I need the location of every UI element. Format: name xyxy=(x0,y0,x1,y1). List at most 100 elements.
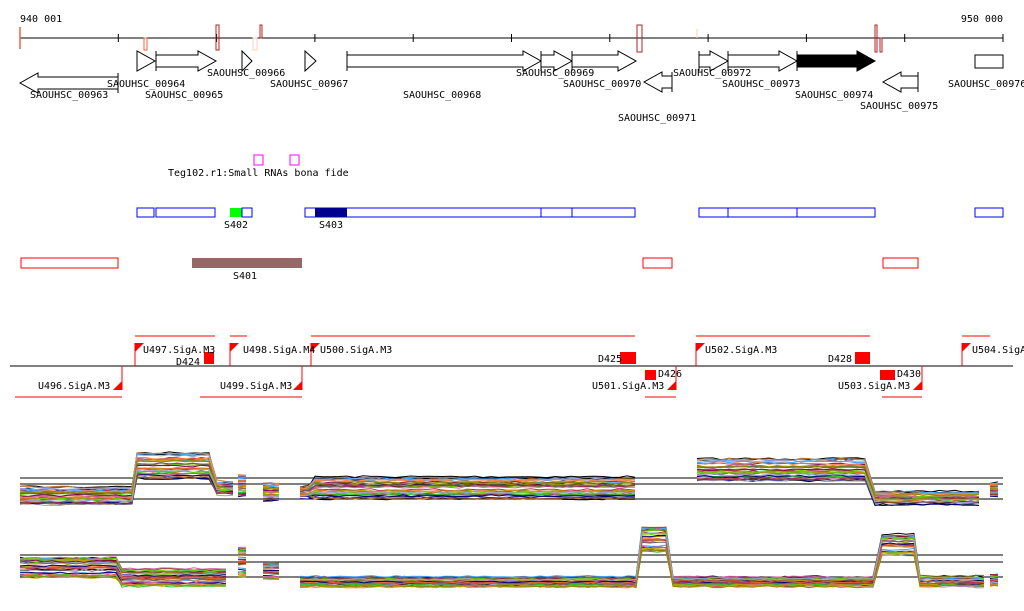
gene-label: SAOUHSC_00972 xyxy=(673,68,751,79)
gene-SAOUHSC_00972[interactable]: SAOUHSC_00972 xyxy=(673,50,751,79)
expression-line xyxy=(299,532,985,581)
gene-SAOUHSC_00971[interactable]: SAOUHSC_00971 xyxy=(618,71,696,124)
expression-line xyxy=(989,574,999,576)
s402-label: S402 xyxy=(224,220,248,231)
segment[interactable] xyxy=(304,207,636,218)
gene-label: SAOUHSC_00966 xyxy=(207,68,285,79)
expression-line xyxy=(19,557,227,572)
sigA-track: U497.SigA.M3 U498.SigA.M4 U500.SigA.M3 U… xyxy=(10,335,1024,398)
expression-line xyxy=(19,452,234,489)
gene-label: SAOUHSC_00965 xyxy=(145,90,223,101)
expression-line xyxy=(989,483,999,486)
expression-line xyxy=(299,538,985,585)
gene-label: SAOUHSC_00969 xyxy=(516,68,594,79)
expression-line xyxy=(299,494,636,500)
expression-line xyxy=(262,491,280,494)
expression-line xyxy=(19,459,234,494)
expression-line xyxy=(299,493,636,500)
flag-triangle xyxy=(311,343,320,352)
expression-line xyxy=(263,577,280,580)
d430-block[interactable] xyxy=(880,370,895,380)
expression-line xyxy=(19,561,227,575)
gene-label: SAOUHSC_00975 xyxy=(860,101,938,112)
segment-s403[interactable] xyxy=(315,208,347,217)
d426-block[interactable] xyxy=(645,370,656,380)
expression-line xyxy=(237,567,247,570)
expression-line xyxy=(237,492,247,495)
expression-line xyxy=(262,497,280,500)
segment[interactable] xyxy=(974,207,1004,218)
red-segment-track xyxy=(20,257,919,269)
expression-line xyxy=(19,569,227,581)
gene-SAOUHSC_00975[interactable]: SAOUHSC_00975 xyxy=(860,71,938,112)
ruler-end-label: 950 000 xyxy=(961,14,1003,25)
expression-line xyxy=(299,489,636,495)
expression-line xyxy=(989,577,999,579)
flag-triangle xyxy=(696,343,705,352)
expression-panel-1 xyxy=(19,451,1003,507)
expression-line xyxy=(20,470,234,502)
ruler: 940 001 950 000 xyxy=(19,14,1004,53)
expression-line xyxy=(237,556,247,558)
sigA-label: U496.SigA.M3 xyxy=(38,381,110,392)
expression-line xyxy=(237,574,247,577)
expression-panel-2 xyxy=(19,526,1003,589)
small-rna-box[interactable] xyxy=(289,154,300,166)
segment[interactable] xyxy=(136,207,155,218)
expression-line xyxy=(696,462,980,496)
d-label: D425 xyxy=(598,354,622,365)
gene-SAOUHSC_00968[interactable]: SAOUHSC_00968 xyxy=(346,50,543,101)
expression-line xyxy=(19,464,234,497)
expression-line xyxy=(262,486,280,490)
gene-SAOUHSC_00964[interactable]: SAOUHSC_00964 xyxy=(107,50,185,90)
expression-line xyxy=(262,564,280,567)
segment[interactable] xyxy=(698,207,876,218)
segment[interactable] xyxy=(155,207,216,218)
expression-line xyxy=(19,476,234,505)
segment[interactable] xyxy=(20,257,119,269)
segment-track xyxy=(136,207,1004,218)
expression-line xyxy=(19,470,234,500)
expression-line xyxy=(989,487,999,489)
segment-s402[interactable] xyxy=(230,208,242,217)
gene-SAOUHSC_00965[interactable]: SAOUHSC_00965 xyxy=(145,50,223,101)
expression-line xyxy=(237,547,247,550)
flag-triangle xyxy=(913,381,922,390)
sigA-label: U501.SigA.M3 xyxy=(592,381,664,392)
small-rna-box[interactable] xyxy=(253,154,264,166)
segment[interactable] xyxy=(882,257,919,269)
segment-s401[interactable] xyxy=(192,258,302,268)
d428-block[interactable] xyxy=(855,352,870,364)
gene-SAOUHSC_00973[interactable]: SAOUHSC_00973 xyxy=(722,50,800,90)
gene-SAOUHSC_00970[interactable]: SAOUHSC_00970 xyxy=(563,50,641,90)
d-label: D428 xyxy=(828,354,852,365)
expression-line xyxy=(299,527,985,580)
expression-line xyxy=(696,464,980,497)
expression-line xyxy=(989,488,999,490)
expression-line xyxy=(237,483,247,486)
gene-SAOUHSC_00969[interactable]: SAOUHSC_00969 xyxy=(516,50,594,79)
gene-SAOUHSC_00967[interactable]: SAOUHSC_00967 xyxy=(270,49,348,90)
gene-SAOUHSC_00974[interactable]: SAOUHSC_00974 xyxy=(795,50,877,101)
expression-line xyxy=(299,475,636,489)
expression-line xyxy=(262,495,280,498)
expression-line xyxy=(19,454,234,491)
flag-triangle xyxy=(667,381,676,390)
segment[interactable] xyxy=(241,207,253,218)
segment[interactable] xyxy=(642,257,673,269)
gene-label: SAOUHSC_00974 xyxy=(795,90,873,101)
d-label: D430 xyxy=(897,369,921,380)
d-label: D426 xyxy=(658,369,682,380)
gene-SAOUHSC_00963[interactable]: SAOUHSC_00963 xyxy=(18,72,119,101)
gene-SAOUHSC_00966[interactable]: SAOUHSC_00966 xyxy=(207,49,285,79)
expression-line xyxy=(263,566,280,569)
d425-block[interactable] xyxy=(620,352,636,364)
expression-line xyxy=(262,489,280,492)
sigA-label: U498.SigA.M4 xyxy=(243,345,315,356)
expression-line xyxy=(989,574,999,578)
gene-SAOUHSC_00976[interactable]: SAOUHSC_00976 xyxy=(948,54,1024,90)
sigA-label: U502.SigA.M3 xyxy=(705,345,777,356)
expression-line xyxy=(989,579,999,582)
d424-block[interactable] xyxy=(204,352,214,364)
